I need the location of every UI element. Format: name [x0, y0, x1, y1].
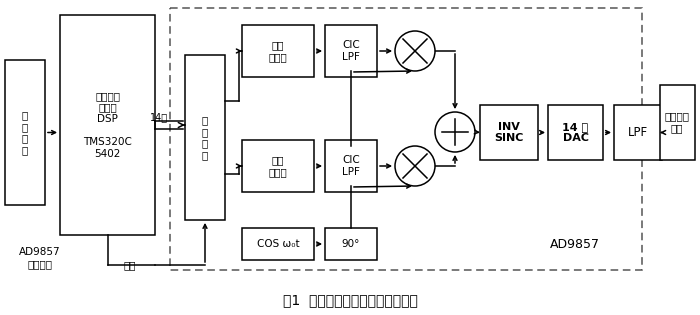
Text: 串口: 串口 [124, 260, 136, 270]
Text: 数字信号
处理器
DSP

TMS320C
5402: 数字信号 处理器 DSP TMS320C 5402 [83, 91, 132, 159]
Text: 图1  多制式信号发生器硬件原理图: 图1 多制式信号发生器硬件原理图 [283, 293, 417, 307]
Text: AD9857: AD9857 [550, 238, 600, 251]
Text: 14位: 14位 [150, 112, 168, 122]
Bar [325, 228, 377, 260]
Bar [242, 25, 314, 77]
Text: 串
并
变
换: 串 并 变 换 [202, 115, 208, 160]
Bar [548, 105, 603, 160]
Text: 半带
滤波器: 半带 滤波器 [269, 40, 288, 62]
Bar [480, 105, 538, 160]
Bar [242, 140, 314, 192]
Circle shape [435, 112, 475, 152]
Text: 半带
滤波器: 半带 滤波器 [269, 155, 288, 177]
Bar [325, 140, 377, 192]
Text: CIC
LPF: CIC LPF [342, 40, 360, 62]
Bar [60, 15, 155, 235]
Text: 控
制
单
元: 控 制 单 元 [22, 110, 28, 155]
Bar [185, 55, 225, 220]
Text: 90°: 90° [342, 239, 360, 249]
Bar [5, 60, 45, 205]
Text: INV
SINC: INV SINC [494, 122, 524, 143]
Circle shape [395, 31, 435, 71]
Circle shape [395, 146, 435, 186]
Bar [242, 228, 314, 260]
Text: COS ω₀t: COS ω₀t [257, 239, 300, 249]
Text: AD9857
的控制字: AD9857 的控制字 [19, 247, 61, 269]
Bar [660, 85, 695, 160]
Text: CIC
LPF: CIC LPF [342, 155, 360, 177]
Bar [614, 105, 662, 160]
Text: LPF: LPF [628, 126, 648, 139]
Bar [325, 25, 377, 77]
Text: 14 位
DAC: 14 位 DAC [562, 122, 589, 143]
Bar [170, 8, 642, 270]
Text: 输出中频
信号: 输出中频 信号 [664, 111, 690, 133]
